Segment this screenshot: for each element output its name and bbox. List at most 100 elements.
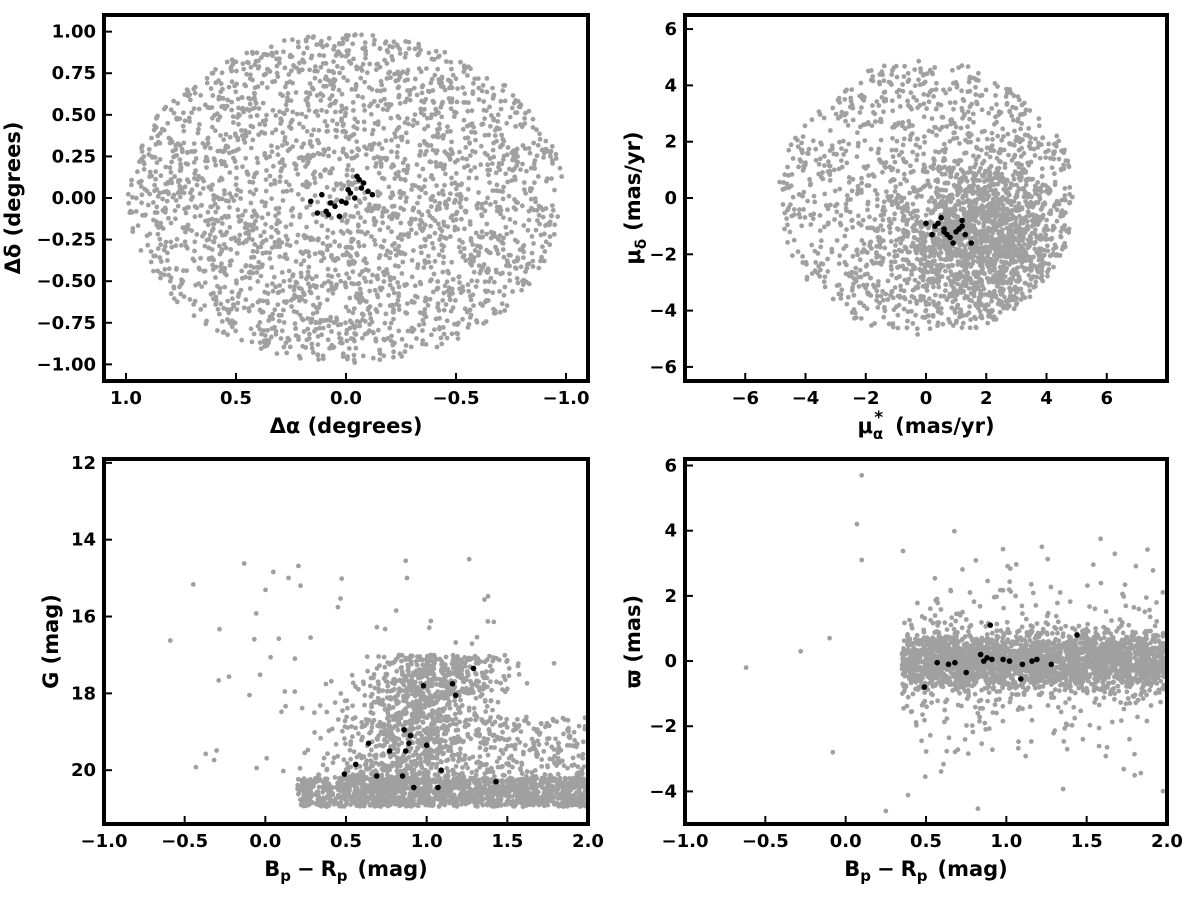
field-star-point (192, 171, 198, 177)
field-star-point (420, 317, 426, 323)
field-star-point (267, 256, 273, 261)
field-star-point (395, 235, 401, 241)
field-star-point (330, 230, 336, 236)
field-star-point (327, 103, 333, 109)
field-star-point (858, 274, 864, 280)
field-star-point (459, 181, 465, 187)
field-star-point (422, 222, 428, 228)
field-star-point (233, 278, 239, 284)
field-star-point (987, 228, 993, 234)
field-star-point (337, 243, 342, 248)
field-star-point (910, 321, 916, 326)
field-star-point (930, 312, 936, 318)
field-star-point (269, 143, 274, 149)
field-star-point (1043, 183, 1048, 188)
field-star-point (231, 58, 236, 64)
field-star-point (388, 250, 393, 256)
field-star-point (506, 252, 512, 258)
field-star-point (379, 285, 385, 291)
field-star-point (830, 105, 836, 111)
field-star-point (858, 124, 863, 130)
field-star-point (312, 193, 318, 199)
field-star-point (404, 195, 409, 201)
y-axis-label: Δδ (degrees) (1, 122, 25, 275)
field-star-point (471, 81, 476, 86)
field-star-point (484, 76, 490, 81)
field-star-point (1036, 140, 1041, 146)
field-star-point (286, 182, 292, 188)
field-star-point (987, 154, 993, 160)
field-star-point (340, 36, 346, 41)
field-star-point (1026, 272, 1032, 278)
field-star-point (346, 308, 352, 314)
field-star-point (986, 110, 992, 116)
field-star-point (816, 171, 822, 177)
field-star-point (399, 250, 405, 256)
field-star-point (853, 270, 859, 276)
field-star-point (511, 100, 517, 106)
field-star-point (888, 80, 893, 86)
field-star-point (1033, 279, 1039, 285)
field-star-point (200, 186, 206, 191)
field-star-point (165, 250, 170, 256)
field-star-point (983, 168, 988, 174)
field-star-point (889, 72, 895, 77)
field-star-point (954, 84, 960, 90)
field-star-point (542, 249, 548, 254)
field-star-point (875, 150, 881, 156)
field-star-point (1027, 294, 1033, 300)
field-star-point (943, 268, 948, 274)
field-star-point (446, 285, 452, 291)
field-star-point (370, 272, 375, 278)
field-star-point (379, 213, 385, 219)
field-star-point (376, 170, 382, 176)
field-star-point (1057, 253, 1063, 258)
field-star-point (425, 88, 431, 94)
field-star-point (955, 188, 960, 194)
field-star-point (362, 79, 367, 85)
field-star-point (449, 151, 455, 157)
field-star-point (1011, 117, 1016, 123)
field-star-point (184, 149, 190, 155)
field-star-point (373, 336, 379, 342)
field-star-point (377, 64, 383, 70)
field-star-point (355, 146, 360, 152)
field-star-point (240, 107, 245, 113)
field-star-point (469, 262, 475, 268)
field-star-point (255, 160, 261, 166)
field-star-point (465, 73, 470, 78)
field-star-point (367, 311, 373, 317)
field-star-point (837, 139, 842, 145)
field-star-point (464, 309, 470, 315)
field-star-point (998, 244, 1004, 250)
field-star-point (971, 258, 976, 264)
field-star-point (262, 289, 268, 295)
field-star-point (414, 92, 420, 98)
field-star-point (334, 197, 340, 203)
field-star-point (289, 304, 294, 309)
field-star-point (959, 105, 965, 111)
field-star-point (233, 328, 239, 334)
field-star-point (260, 100, 266, 106)
field-star-point (182, 184, 188, 190)
field-star-point (257, 121, 263, 127)
field-star-point (248, 326, 254, 332)
field-star-point (816, 109, 822, 114)
field-star-point (513, 124, 518, 129)
field-star-point (309, 345, 315, 351)
field-star-point (472, 165, 478, 170)
field-star-point (898, 283, 903, 289)
field-star-point (227, 205, 232, 210)
field-star-point (280, 198, 286, 203)
field-star-point (468, 236, 474, 241)
field-star-point (437, 121, 442, 127)
field-star-point (243, 263, 249, 268)
field-star-point (872, 321, 877, 326)
field-star-point (360, 95, 365, 100)
field-star-point (394, 150, 400, 155)
field-star-point (502, 83, 508, 88)
field-star-point (264, 168, 269, 173)
field-star-point (277, 254, 283, 259)
field-star-point (422, 106, 427, 112)
field-star-point (251, 191, 256, 197)
